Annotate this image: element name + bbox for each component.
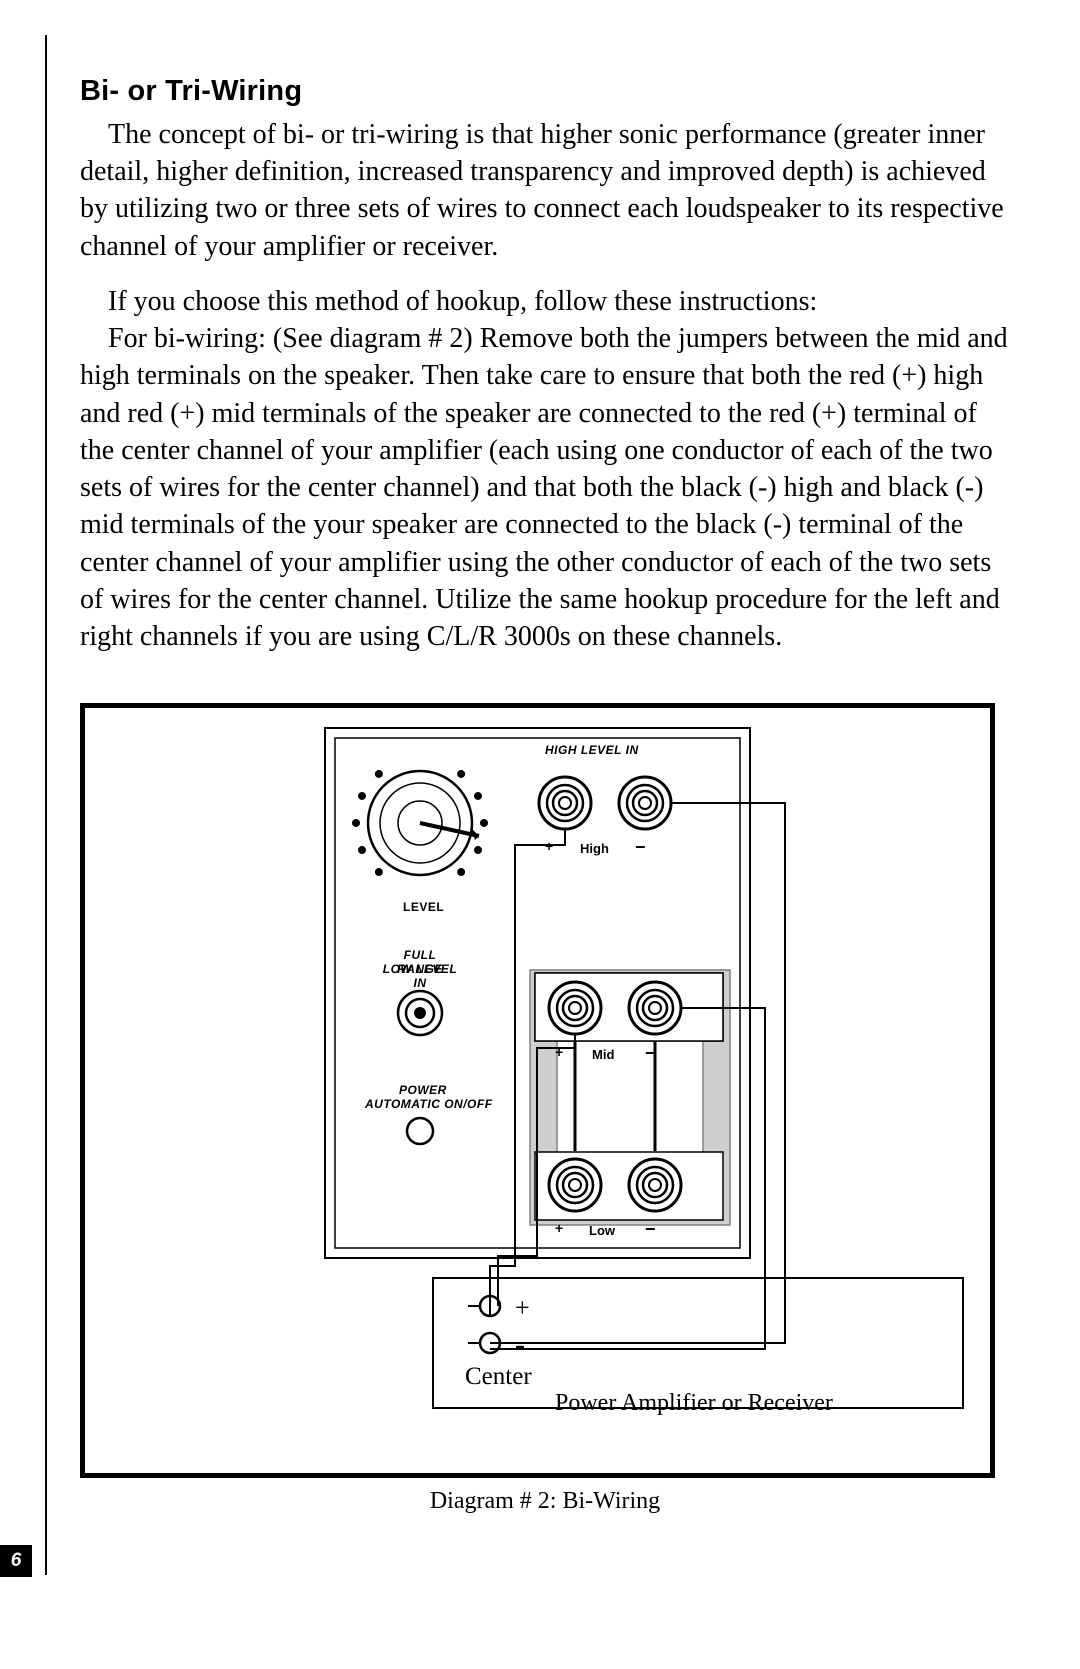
body-text-block: Bi- or Tri-Wiring The concept of bi- or … (80, 75, 1010, 1515)
label-low: Low (589, 1223, 615, 1238)
page-number-badge: 6 (0, 1545, 32, 1577)
label-plus-high: + (545, 838, 553, 854)
label-plus-mid: + (555, 1044, 563, 1060)
label-high: High (580, 841, 609, 856)
label-power: POWER (399, 1083, 447, 1097)
section-title: Bi- or Tri-Wiring (80, 75, 1010, 108)
para2-body: For bi-wiring: (See diagram # 2) Remove … (80, 320, 1010, 655)
label-minus-mid: − (645, 1043, 656, 1064)
label-minus-high: − (635, 837, 646, 858)
label-level: LEVEL (403, 900, 444, 914)
diagram-frame: HIGH LEVEL IN LEVEL FULL RANGE LOW LEVEL… (80, 703, 995, 1478)
label-amp-plus: + (515, 1293, 530, 1323)
label-high-level-in: HIGH LEVEL IN (545, 743, 639, 757)
paragraph-2: If you choose this method of hookup, fol… (80, 283, 1010, 655)
label-amp-minus: - (515, 1328, 525, 1362)
label-auto-onoff: AUTOMATIC ON/OFF (365, 1097, 493, 1111)
label-amp: Power Amplifier or Receiver (555, 1390, 833, 1417)
diagram-caption: Diagram # 2: Bi-Wiring (80, 1488, 1010, 1515)
para2-line1: If you choose this method of hookup, fol… (80, 283, 817, 320)
label-low-level-in: LOW LEVEL IN (380, 962, 460, 990)
paragraph-1: The concept of bi- or tri-wiring is that… (80, 116, 1010, 265)
label-mid: Mid (592, 1047, 614, 1062)
label-plus-low: + (555, 1220, 563, 1236)
label-center: Center (465, 1363, 532, 1391)
wiring-diagram-svg (85, 708, 990, 1473)
left-margin-rule (45, 35, 47, 1575)
label-minus-low: − (645, 1219, 656, 1240)
